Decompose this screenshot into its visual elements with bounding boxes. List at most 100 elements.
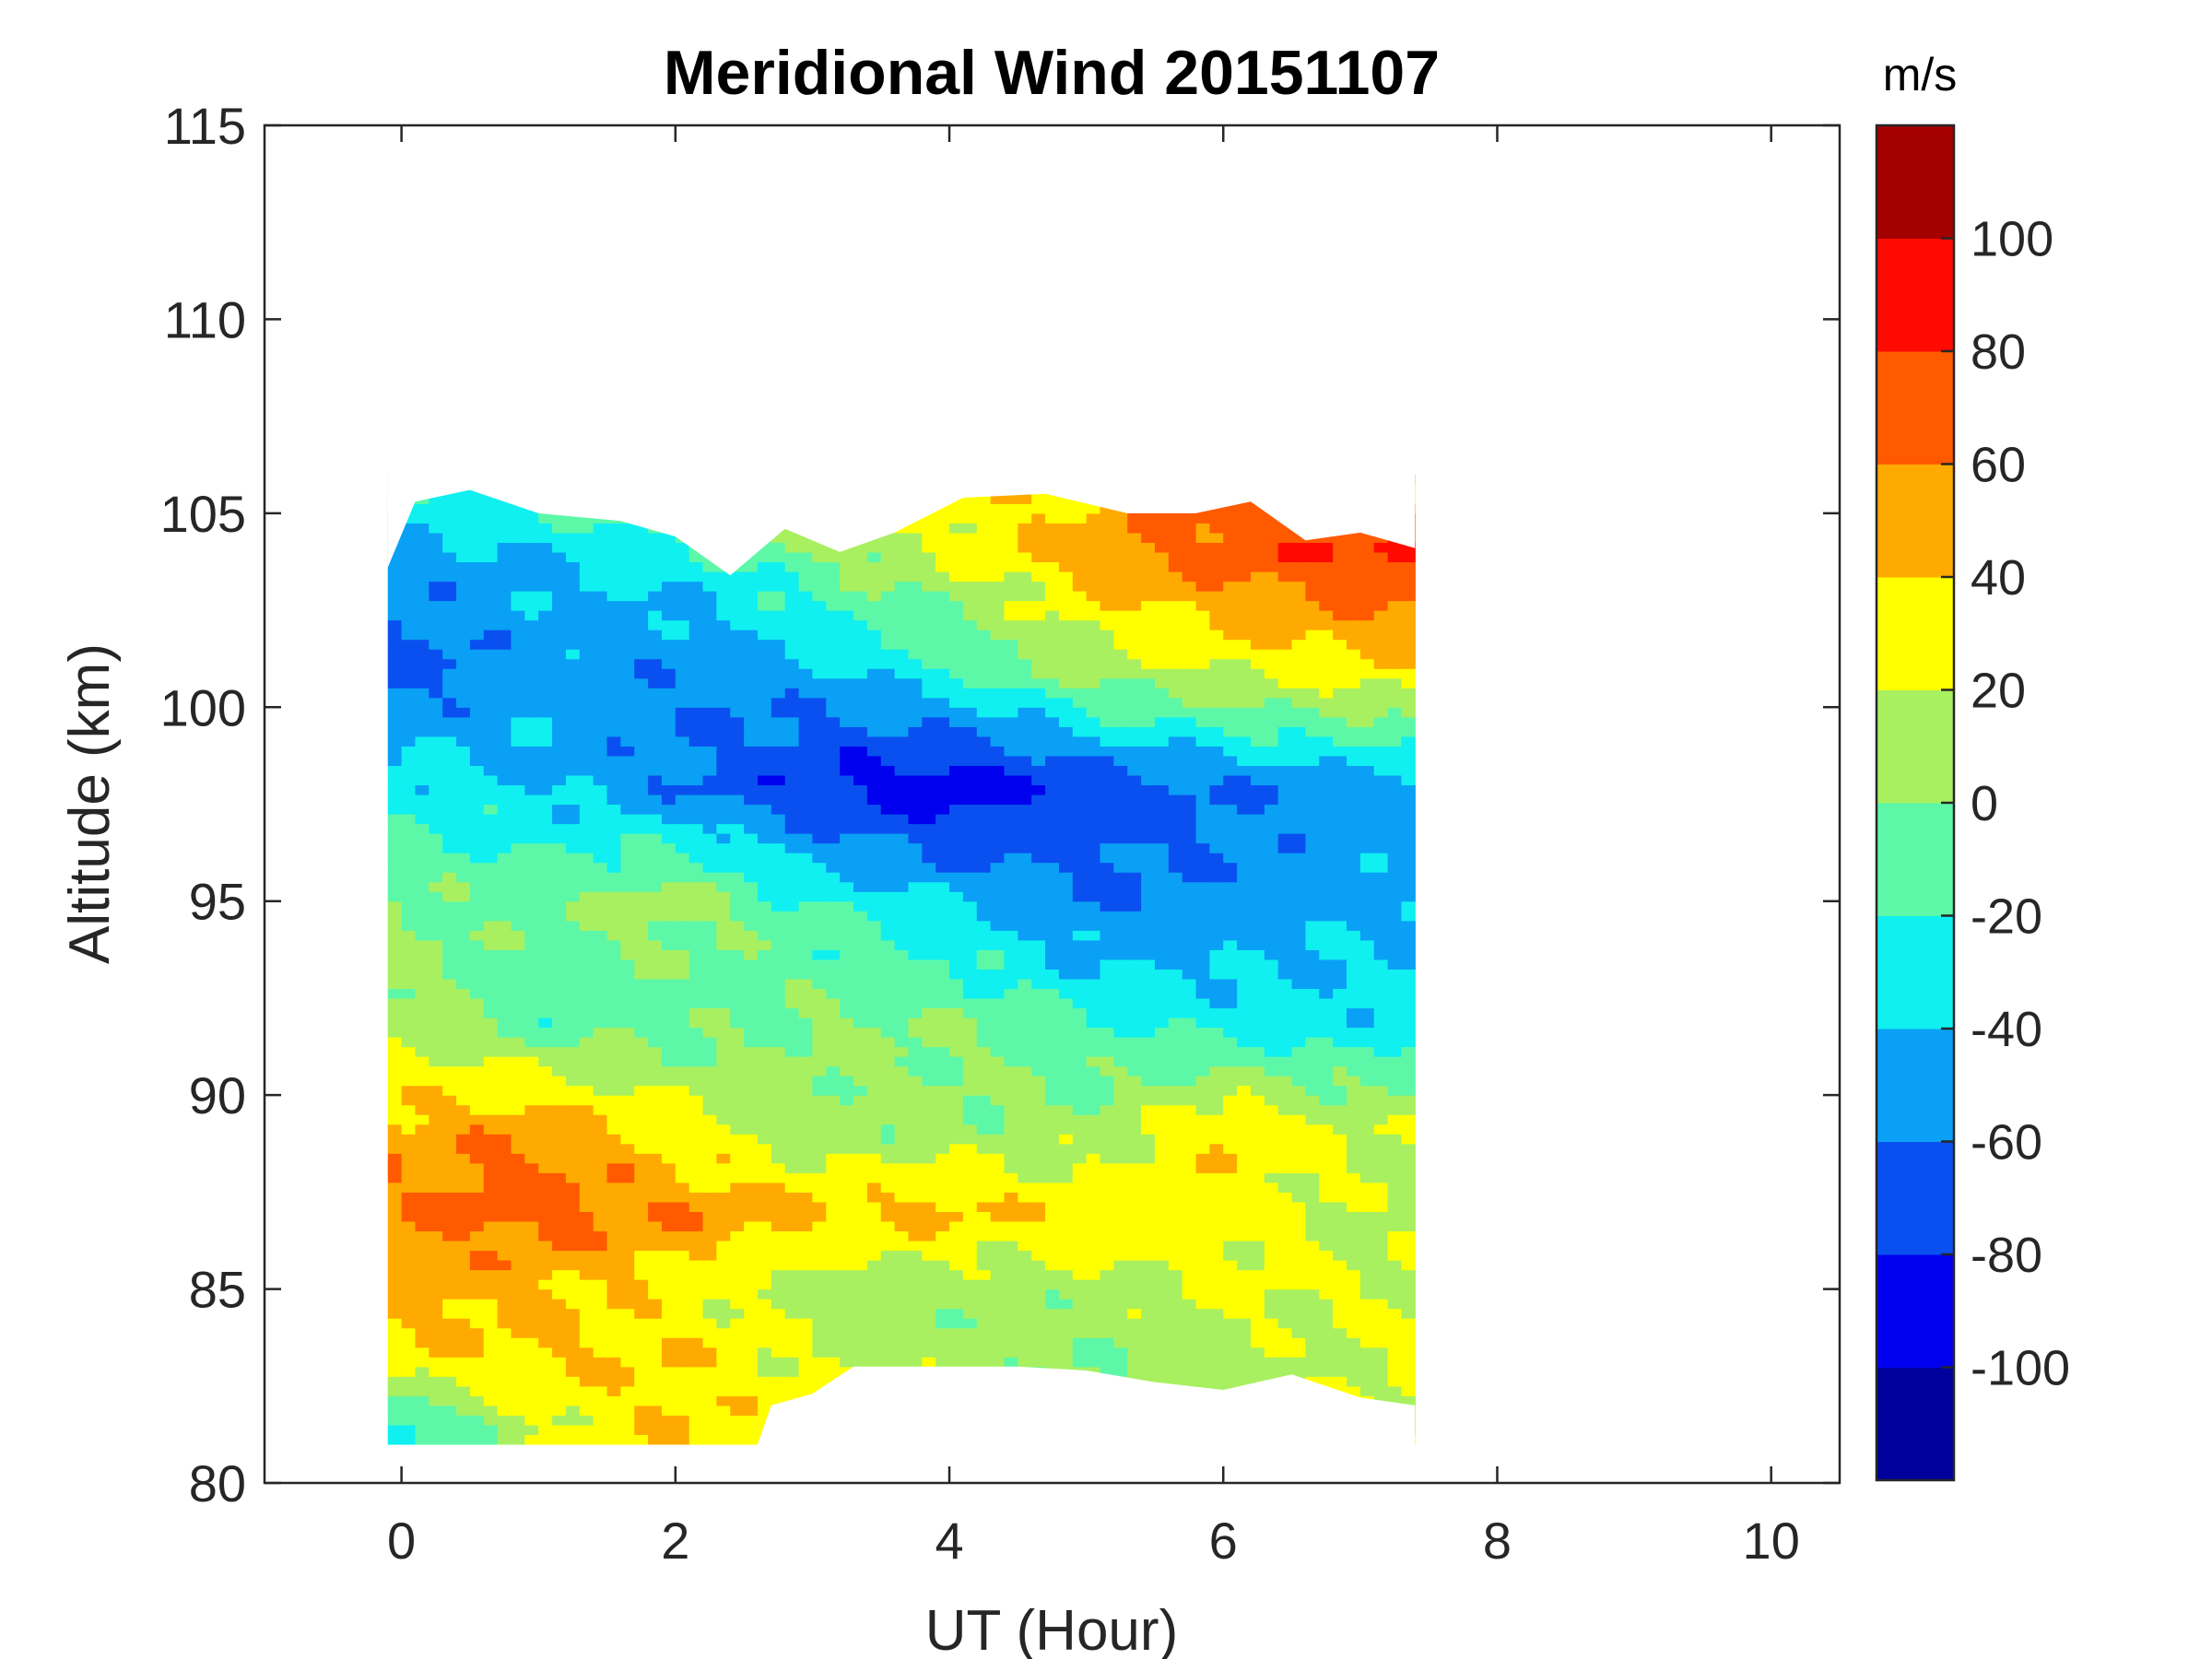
contour-cell bbox=[648, 959, 663, 970]
contour-cell bbox=[1004, 639, 1018, 650]
contour-cell bbox=[675, 697, 690, 708]
contour-cell bbox=[1058, 1211, 1074, 1222]
contour-cell bbox=[880, 1017, 896, 1029]
contour-cell bbox=[730, 1095, 745, 1106]
contour-cell bbox=[456, 1162, 471, 1173]
contour-cell bbox=[538, 1327, 553, 1338]
contour-cell bbox=[688, 726, 704, 737]
contour-cell bbox=[1045, 688, 1060, 699]
contour-cell bbox=[866, 1104, 882, 1115]
contour-cell bbox=[880, 629, 896, 641]
contour-cell bbox=[716, 1007, 731, 1018]
contour-cell bbox=[593, 978, 608, 990]
contour-cell bbox=[401, 920, 417, 931]
contour-cell bbox=[798, 1076, 814, 1087]
contour-cell bbox=[702, 930, 718, 941]
contour-cell bbox=[866, 658, 882, 669]
contour-cell bbox=[469, 1299, 485, 1310]
contour-cell bbox=[744, 823, 759, 834]
contour-cell bbox=[922, 688, 936, 699]
contour-cell bbox=[634, 1376, 649, 1387]
contour-cell bbox=[908, 765, 923, 776]
contour-cell bbox=[1018, 619, 1032, 630]
contour-cell bbox=[688, 949, 704, 960]
contour-cell bbox=[757, 765, 772, 776]
contour-cell bbox=[497, 774, 512, 786]
contour-cell bbox=[538, 939, 553, 950]
contour-cell bbox=[469, 920, 485, 931]
contour-cell bbox=[812, 1327, 827, 1338]
contour-cell bbox=[634, 746, 649, 757]
contour-cell bbox=[702, 997, 718, 1009]
contour-cell bbox=[716, 823, 731, 834]
contour-cell bbox=[730, 707, 745, 718]
contour-cell bbox=[1058, 532, 1074, 544]
contour-cell bbox=[579, 1318, 594, 1329]
contour-cell bbox=[826, 969, 841, 980]
contour-cell bbox=[990, 988, 1006, 999]
contour-cell bbox=[798, 1288, 814, 1300]
contour-cell bbox=[538, 1357, 553, 1368]
contour-cell bbox=[606, 814, 621, 825]
contour-cell bbox=[579, 862, 594, 873]
contour-cell bbox=[634, 1114, 649, 1125]
contour-cell bbox=[634, 939, 649, 950]
contour-cell bbox=[688, 1085, 704, 1096]
contour-cell bbox=[511, 1299, 525, 1310]
contour-cell bbox=[702, 1007, 718, 1018]
contour-cell bbox=[538, 1260, 553, 1271]
contour-cell bbox=[866, 619, 882, 630]
contour-cell bbox=[497, 949, 512, 960]
contour-cell bbox=[744, 1153, 759, 1164]
contour-cell bbox=[880, 1007, 896, 1018]
contour-cell bbox=[675, 891, 690, 902]
contour-cell bbox=[798, 716, 814, 727]
contour-cell bbox=[511, 735, 525, 747]
contour-cell bbox=[716, 619, 731, 630]
contour-cell bbox=[894, 542, 910, 553]
contour-cell bbox=[565, 1230, 581, 1241]
contour-cell bbox=[1058, 1017, 1074, 1029]
contour-cell bbox=[634, 629, 649, 641]
contour-cell bbox=[880, 1357, 896, 1368]
contour-cell bbox=[593, 629, 608, 641]
contour-cell bbox=[661, 581, 677, 592]
contour-cell bbox=[1018, 765, 1032, 776]
contour-cell bbox=[1058, 1056, 1074, 1067]
contour-cell bbox=[757, 1104, 772, 1115]
contour-cell bbox=[798, 1037, 814, 1048]
contour-cell bbox=[552, 1153, 567, 1164]
contour-cell bbox=[606, 726, 621, 737]
contour-cell bbox=[949, 891, 964, 902]
contour-cell bbox=[962, 1037, 978, 1048]
contour-cell bbox=[908, 677, 923, 688]
contour-cell bbox=[853, 716, 868, 727]
contour-cell bbox=[716, 1415, 731, 1426]
contour-cell bbox=[606, 1114, 621, 1125]
contour-cell bbox=[853, 853, 868, 864]
contour-cell bbox=[744, 571, 759, 582]
contour-cell bbox=[757, 619, 772, 630]
contour-cell bbox=[483, 581, 499, 592]
contour-cell bbox=[949, 1007, 964, 1018]
contour-cell bbox=[661, 746, 677, 757]
contour-cell bbox=[908, 1162, 923, 1173]
contour-cell bbox=[552, 600, 567, 611]
contour-cell bbox=[744, 716, 759, 727]
contour-cell bbox=[511, 814, 525, 825]
contour-cell bbox=[442, 1366, 457, 1377]
contour-cell bbox=[497, 1260, 512, 1271]
contour-cell bbox=[620, 1007, 635, 1018]
contour-cell bbox=[524, 978, 539, 990]
contour-cell bbox=[730, 1385, 745, 1396]
contour-cell bbox=[429, 571, 443, 582]
contour-cell bbox=[826, 1056, 841, 1067]
contour-cell bbox=[812, 1279, 827, 1290]
contour-cell bbox=[634, 853, 649, 864]
contour-cell bbox=[935, 503, 950, 514]
contour-cell bbox=[415, 1318, 429, 1329]
contour-cell bbox=[429, 1027, 443, 1038]
contour-cell bbox=[771, 1037, 786, 1048]
contour-cell bbox=[606, 969, 621, 980]
contour-cell bbox=[826, 1299, 841, 1310]
